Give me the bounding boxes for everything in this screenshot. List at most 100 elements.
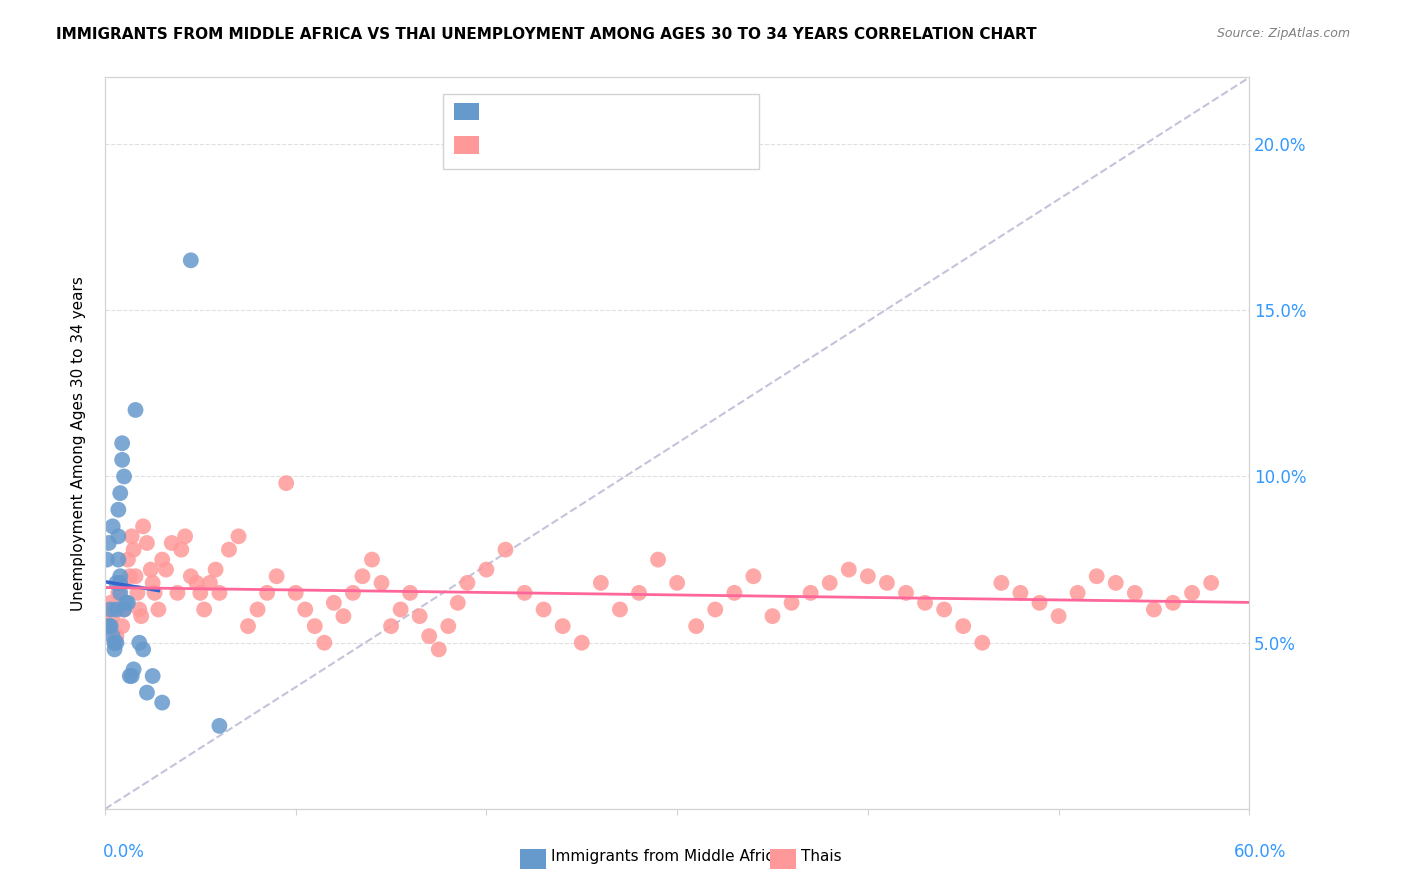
Point <box>96 602 118 616</box>
Point <box>304 619 326 633</box>
Point <box>1066 586 1088 600</box>
Text: N =: N = <box>574 110 621 128</box>
Point <box>818 575 841 590</box>
Point <box>246 602 269 616</box>
Point <box>208 719 231 733</box>
Point <box>107 586 129 600</box>
Text: 36: 36 <box>616 110 645 128</box>
Point <box>475 563 498 577</box>
Point <box>174 529 197 543</box>
Point <box>97 619 120 633</box>
Point <box>110 575 132 590</box>
Point <box>361 552 384 566</box>
Point <box>105 575 128 590</box>
Point <box>150 552 173 566</box>
Point <box>198 575 221 590</box>
Point <box>742 569 765 583</box>
Point <box>228 529 250 543</box>
Point <box>110 486 132 500</box>
Point <box>1161 596 1184 610</box>
Point <box>132 642 155 657</box>
Point <box>456 575 478 590</box>
Point <box>101 519 124 533</box>
Point <box>332 609 354 624</box>
Point <box>100 596 122 610</box>
Point <box>780 596 803 610</box>
Point <box>103 636 125 650</box>
Point <box>124 403 146 417</box>
Point <box>107 502 129 516</box>
Point <box>100 602 122 616</box>
Point <box>627 586 650 600</box>
Text: Thais: Thais <box>801 849 842 863</box>
Point <box>314 636 336 650</box>
Y-axis label: Unemployment Among Ages 30 to 34 years: Unemployment Among Ages 30 to 34 years <box>72 276 86 611</box>
Point <box>117 552 139 566</box>
Point <box>132 519 155 533</box>
Point <box>110 575 132 590</box>
Point <box>256 586 278 600</box>
Point <box>380 619 402 633</box>
Point <box>112 602 135 616</box>
Point <box>111 436 134 450</box>
Point <box>1105 575 1128 590</box>
Point <box>118 569 141 583</box>
Point <box>160 536 183 550</box>
Point <box>105 636 128 650</box>
Point <box>193 602 215 616</box>
Text: R =: R = <box>489 144 526 161</box>
Point <box>800 586 823 600</box>
Point <box>101 629 124 643</box>
Point <box>513 586 536 600</box>
Point <box>111 453 134 467</box>
Point <box>107 552 129 566</box>
Point <box>914 596 936 610</box>
Point <box>110 586 132 600</box>
Point <box>166 586 188 600</box>
Point <box>127 586 149 600</box>
Point <box>761 609 783 624</box>
Point <box>1010 586 1032 600</box>
Text: Source: ZipAtlas.com: Source: ZipAtlas.com <box>1216 27 1350 40</box>
Point <box>218 542 240 557</box>
Point <box>139 563 162 577</box>
Point <box>105 602 128 616</box>
Point <box>121 529 143 543</box>
Point <box>115 596 138 610</box>
Point <box>142 575 165 590</box>
Text: 0.421: 0.421 <box>520 110 572 128</box>
Point <box>117 596 139 610</box>
Point <box>934 602 956 616</box>
Point <box>352 569 374 583</box>
Point <box>533 602 555 616</box>
Point <box>122 662 145 676</box>
Point <box>1143 602 1166 616</box>
Point <box>142 669 165 683</box>
Point <box>856 569 879 583</box>
Point <box>1123 586 1146 600</box>
Point <box>685 619 707 633</box>
Point <box>666 575 689 590</box>
Point <box>972 636 994 650</box>
Point <box>399 586 422 600</box>
Text: 60.0%: 60.0% <box>1234 843 1286 861</box>
Point <box>551 619 574 633</box>
Point <box>589 575 612 590</box>
Point <box>1199 575 1222 590</box>
Text: 102: 102 <box>616 144 651 161</box>
Point <box>96 552 118 566</box>
Point <box>150 696 173 710</box>
Point <box>876 575 898 590</box>
Point <box>105 629 128 643</box>
Point <box>370 575 392 590</box>
Point <box>236 619 259 633</box>
Point <box>107 529 129 543</box>
Point <box>128 636 150 650</box>
Point <box>97 619 120 633</box>
Point <box>990 575 1012 590</box>
Point <box>427 642 450 657</box>
Point <box>1085 569 1108 583</box>
Point <box>1181 586 1204 600</box>
Point <box>1028 596 1050 610</box>
Text: N =: N = <box>574 144 621 161</box>
